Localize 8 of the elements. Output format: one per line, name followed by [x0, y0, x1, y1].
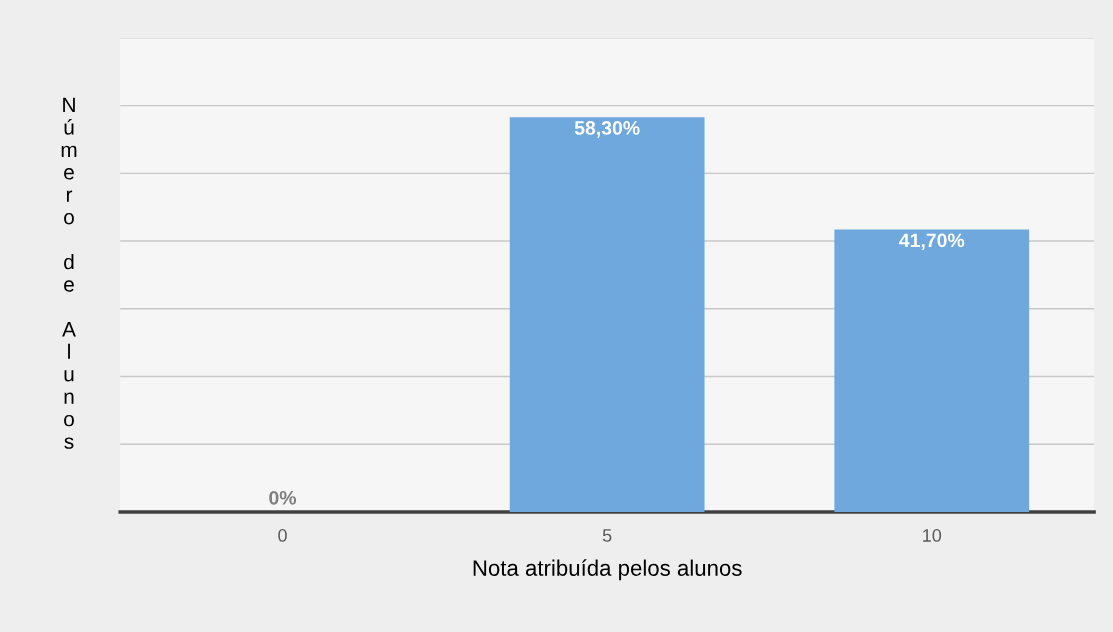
x-axis-title: Nota atribuída pelos alunos	[473, 559, 742, 581]
data-label: 0%	[269, 490, 297, 505]
x-tick-label: 10	[923, 529, 942, 542]
data-label: 58,30%	[574, 121, 640, 138]
x-tick-label: 5	[602, 529, 612, 542]
text: Número de Alunos	[61, 97, 77, 449]
data-label: 41,70%	[899, 233, 965, 251]
x-tick-label: 0	[278, 529, 287, 542]
